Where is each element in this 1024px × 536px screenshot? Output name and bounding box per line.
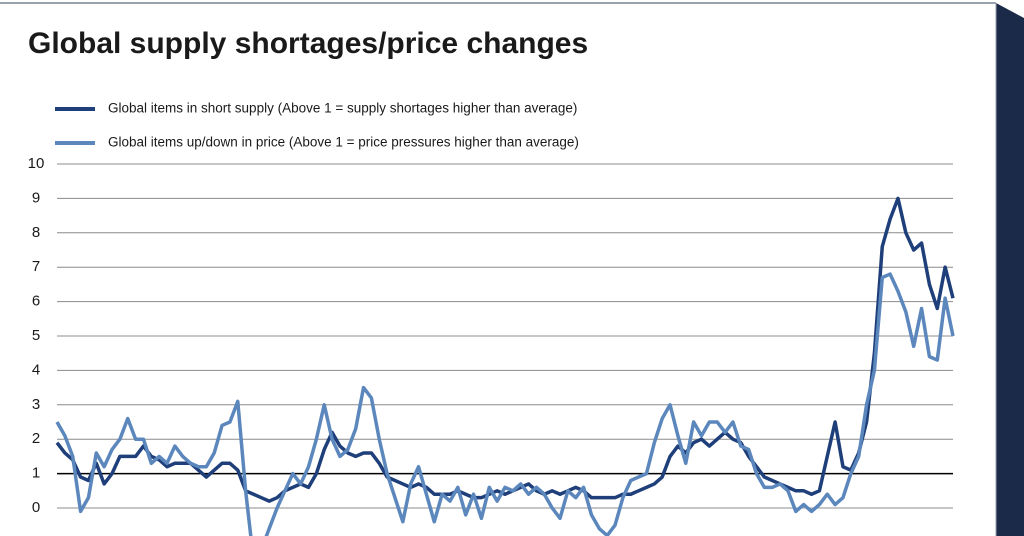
y-tick-label: 1 — [32, 465, 40, 482]
y-tick-label: 7 — [32, 258, 40, 275]
legend-label: Global items up/down in price (Above 1 =… — [108, 135, 579, 150]
legend-label: Global items in short supply (Above 1 = … — [108, 101, 577, 116]
y-tick-label: 0 — [32, 499, 40, 516]
y-tick-label: 2 — [32, 430, 40, 447]
series-line — [55, 196, 955, 503]
y-tick-label: 4 — [32, 361, 40, 378]
y-tick-label: 9 — [32, 189, 40, 206]
chart-title: Global supply shortages/price changes — [28, 27, 588, 60]
y-tick-label: 3 — [32, 396, 40, 413]
y-tick-label: 6 — [32, 293, 40, 310]
y-tick-label: 10 — [28, 155, 45, 172]
y-tick-label: 8 — [32, 224, 40, 241]
y-tick-label: 5 — [32, 327, 40, 344]
frame-edge — [996, 3, 1024, 536]
y-tick-label: -1 — [29, 533, 42, 536]
series-line — [55, 272, 955, 536]
